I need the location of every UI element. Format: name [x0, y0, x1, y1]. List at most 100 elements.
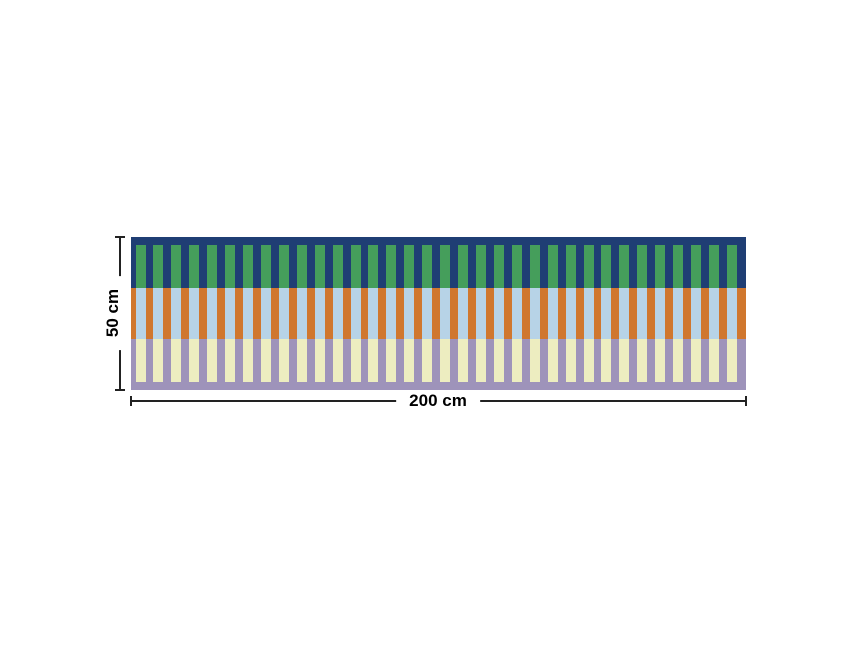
stripe: [422, 237, 433, 390]
stripe-segment-top: [314, 245, 325, 288]
width-dimension-right-tick: [745, 396, 747, 406]
stripe: [404, 237, 415, 390]
stripe: [619, 237, 630, 390]
stripe: [225, 237, 236, 390]
stripe-segment-middle: [189, 288, 200, 339]
stripe: [440, 237, 451, 390]
stripe-segment-middle: [278, 288, 289, 339]
stripe-segment-top: [547, 245, 558, 288]
stripe-segment-bottom: [691, 339, 702, 382]
stripe-segment-top: [475, 245, 486, 288]
stripe-segment-middle: [422, 288, 433, 339]
stripe: [278, 237, 289, 390]
stripe: [153, 237, 164, 390]
stripe: [726, 237, 737, 390]
stripe-segment-bottom: [332, 339, 343, 382]
stripes-layer: [131, 237, 746, 390]
stripe-segment-middle: [332, 288, 343, 339]
stripe-segment-top: [207, 245, 218, 288]
stripe-segment-bottom: [511, 339, 522, 382]
stripe-segment-top: [386, 245, 397, 288]
stripe-segment-bottom: [458, 339, 469, 382]
stripe-segment-top: [511, 245, 522, 288]
stripe-segment-top: [243, 245, 254, 288]
stripe-segment-bottom: [440, 339, 451, 382]
stripe-segment-top: [350, 245, 361, 288]
stripe-segment-top: [637, 245, 648, 288]
stripe: [511, 237, 522, 390]
stripe-segment-top: [601, 245, 612, 288]
stripe-segment-middle: [726, 288, 737, 339]
stripe-segment-middle: [691, 288, 702, 339]
stripe-segment-middle: [135, 288, 146, 339]
stripe-segment-bottom: [368, 339, 379, 382]
stripe-segment-top: [368, 245, 379, 288]
stripe: [135, 237, 146, 390]
stripe-segment-bottom: [189, 339, 200, 382]
stripe-segment-top: [332, 245, 343, 288]
stripe-segment-top: [296, 245, 307, 288]
stripe: [601, 237, 612, 390]
stripe: [189, 237, 200, 390]
stripe-segment-middle: [350, 288, 361, 339]
stripe-segment-middle: [673, 288, 684, 339]
stripe-segment-middle: [368, 288, 379, 339]
stripe-segment-top: [691, 245, 702, 288]
stripe: [207, 237, 218, 390]
stripe: [296, 237, 307, 390]
height-dimension-bottom-tick: [115, 389, 125, 391]
stripe-segment-bottom: [619, 339, 630, 382]
stripe-segment-bottom: [296, 339, 307, 382]
stripe-segment-top: [404, 245, 415, 288]
stripe-segment-top: [189, 245, 200, 288]
stripe: [493, 237, 504, 390]
stripe-segment-middle: [296, 288, 307, 339]
stripe-segment-middle: [404, 288, 415, 339]
stripe-segment-top: [440, 245, 451, 288]
stripe: [171, 237, 182, 390]
stripe-segment-middle: [565, 288, 576, 339]
stripe: [386, 237, 397, 390]
stripe-segment-middle: [171, 288, 182, 339]
stripe-segment-top: [726, 245, 737, 288]
stripe-segment-top: [655, 245, 666, 288]
stripe-segment-top: [583, 245, 594, 288]
stripe-segment-bottom: [493, 339, 504, 382]
stripe-segment-bottom: [225, 339, 236, 382]
stripe-segment-middle: [529, 288, 540, 339]
stripe: [565, 237, 576, 390]
stripe-segment-bottom: [314, 339, 325, 382]
stripe: [708, 237, 719, 390]
stripe: [314, 237, 325, 390]
stripe-segment-middle: [511, 288, 522, 339]
stripe-segment-top: [708, 245, 719, 288]
stripe: [691, 237, 702, 390]
width-dimension-label: 200 cm: [396, 391, 480, 411]
stripe-segment-middle: [207, 288, 218, 339]
stripe-segment-bottom: [260, 339, 271, 382]
stripe-segment-bottom: [565, 339, 576, 382]
stripe: [350, 237, 361, 390]
stripe-segment-bottom: [135, 339, 146, 382]
stripe: [655, 237, 666, 390]
stripe-segment-middle: [601, 288, 612, 339]
stripe-segment-bottom: [422, 339, 433, 382]
stripe: [332, 237, 343, 390]
stripe: [475, 237, 486, 390]
stripe-segment-bottom: [475, 339, 486, 382]
stripe-segment-bottom: [243, 339, 254, 382]
stripe-segment-bottom: [386, 339, 397, 382]
stripe: [243, 237, 254, 390]
stripe-segment-middle: [260, 288, 271, 339]
stripe-segment-bottom: [529, 339, 540, 382]
height-dimension-top-tick: [115, 236, 125, 238]
stripe-segment-top: [458, 245, 469, 288]
stripe-segment-top: [225, 245, 236, 288]
stripe-segment-middle: [225, 288, 236, 339]
stripe-segment-top: [529, 245, 540, 288]
stripe-segment-middle: [655, 288, 666, 339]
stripe-segment-top: [673, 245, 684, 288]
stripe-segment-top: [422, 245, 433, 288]
stripe: [637, 237, 648, 390]
striped-panel: [131, 237, 746, 390]
